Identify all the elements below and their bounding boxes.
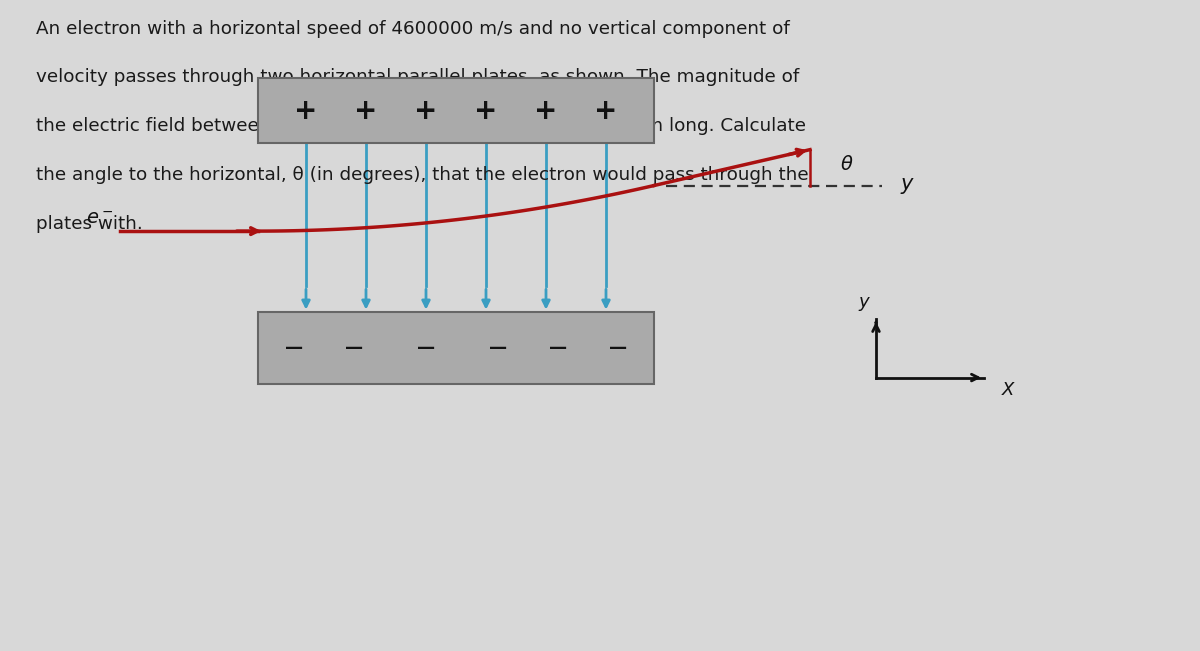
- Bar: [258, 78, 654, 143]
- Text: —: —: [608, 339, 628, 357]
- Text: —: —: [548, 339, 568, 357]
- Text: —: —: [488, 339, 508, 357]
- Text: $\theta$: $\theta$: [840, 155, 853, 174]
- Bar: [258, 312, 654, 384]
- Text: $e^-$: $e^-$: [86, 209, 114, 228]
- Text: X: X: [1002, 381, 1014, 399]
- Text: —: —: [344, 339, 364, 357]
- Text: +: +: [294, 96, 318, 125]
- Text: $y$: $y$: [900, 176, 916, 195]
- Text: y: y: [859, 293, 869, 311]
- Text: velocity passes through two horizontal parallel plates, as shown. The magnitude : velocity passes through two horizontal p…: [36, 68, 799, 87]
- Text: +: +: [414, 96, 438, 125]
- Text: +: +: [474, 96, 498, 125]
- Text: the angle to the horizontal, θ (in degrees), that the electron would pass throug: the angle to the horizontal, θ (in degre…: [36, 166, 809, 184]
- Text: An electron with a horizontal speed of 4600000 m/s and no vertical component of: An electron with a horizontal speed of 4…: [36, 20, 790, 38]
- Text: +: +: [594, 96, 618, 125]
- Text: plates with.: plates with.: [36, 215, 143, 233]
- Text: —: —: [416, 339, 436, 357]
- Text: the electric field between the plates is 240 N/C. The plates are 6 cm long. Calc: the electric field between the plates is…: [36, 117, 806, 135]
- Text: +: +: [534, 96, 558, 125]
- Text: +: +: [354, 96, 378, 125]
- Text: —: —: [284, 339, 304, 357]
